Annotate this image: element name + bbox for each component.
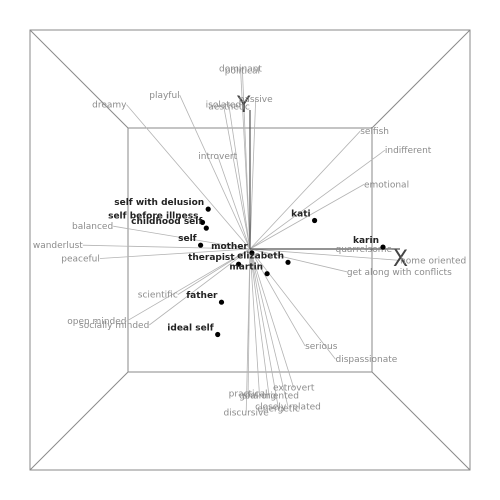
element-point-mother [249,250,255,256]
construct-ray-selfish [249,130,361,250]
construct-rays [82,68,401,413]
construct-label-home-oriented: home oriented [400,256,466,266]
element-label-kati: kati [291,210,310,220]
construct-ray-aesthetic [228,106,251,250]
construct-label-sharing: sharing [243,391,277,401]
frame-corner-bottom-left [29,371,129,471]
construct-label-serious: serious [305,342,338,352]
construct-ray-dispassionate [249,248,336,360]
construct-label-passive: passive [239,95,273,105]
construct-label-socially-minded: socially minded [79,321,149,331]
element-label-ideal-self: ideal self [167,324,213,334]
construct-label-practical: practical [229,389,268,399]
element-label-self-with-delusion: self with delusion [114,198,204,208]
y-axis-label: Y [236,93,251,118]
construct-label-aesthetic: aesthetic [208,103,250,113]
construct-ray-discursive [245,248,251,413]
construct-label-dispassionate: dispassionate [336,355,398,365]
element-point-self [198,242,204,248]
construct-ray-emotional [249,184,365,250]
construct-ray-dreamy [126,104,251,250]
construct-ray-isolated [223,104,251,250]
element-point-father [218,299,225,305]
construct-label-indifferent: indifferent [385,146,432,156]
construct-ray-socially-minded [149,248,251,326]
element-point-childhood-self [203,225,209,231]
construct-ray-political [242,70,251,250]
frame-corner-bottom-right [371,371,471,471]
construct-ray-scientific [177,248,251,295]
frame-corner-top-right [371,29,471,129]
frame-corner-top-left [29,29,129,129]
element-label-self: self [178,234,197,244]
construct-ray-introvert [217,155,251,250]
construct-label-isolated: isolated [206,101,242,111]
construct-label-scientific: scientific [138,291,178,301]
construct-ray-passive [249,98,257,250]
axes: X Y [236,93,408,272]
construct-ray-extrovert [249,248,295,388]
element-point-self-before-illness [199,219,206,225]
element-label-self-before-illness: self before illness [108,211,198,221]
construct-label-wanderlust: wanderlust [33,241,83,251]
construct-label-dominant: dominant [219,65,262,75]
construct-label-get-along-with-conflicts: get along with conflicts [347,268,452,278]
construct-ray-energetic [249,248,279,409]
element-label-elizabeth: elizabeth [237,251,284,261]
construct-label-quarrelsome: quarrelsome [336,245,393,255]
construct-label-balanced: balanced [72,222,113,232]
element-points: self with delusion self before illnesschi… [108,198,386,338]
construct-ray-peaceful [99,248,251,259]
element-point-kati [312,217,318,224]
element-point-karin [380,244,386,250]
construct-ray-open-minded [126,248,251,322]
element-point-therapist [236,261,242,267]
construct-label-political: political [225,66,260,76]
construct-ray-home-oriented [249,248,401,261]
construct-label-extrovert: extrovert [273,384,315,394]
construct-ray-sharing [249,248,260,396]
construct-label-open-minded: open minded [67,317,126,327]
construct-label-discursive: discursive [224,408,270,418]
element-point-ideal-self [215,331,221,338]
element-label-childhood-self: childhood self [131,217,202,227]
construct-label-introvert: introvert [198,152,237,162]
element-label-martin: martin [229,263,263,273]
element-point-self-with-delusion [205,206,211,212]
construct-ray-goal-oriented [249,248,270,396]
construct-ray-serious [249,248,306,347]
element-label-therapist: therapist [188,253,235,263]
construct-ray-balanced [113,225,251,250]
construct-label-energetic: energetic [257,405,300,415]
element-point-elizabeth [285,259,291,265]
element-label-karin: karin [353,236,379,246]
construct-label-selfish: selfish [360,127,389,137]
element-label-mother: mother [211,242,248,252]
x-axis-label: X [393,247,408,272]
construct-label-closely-related: closely related [255,403,321,413]
element-label-father: father [186,291,218,301]
construct-label-goal-oriented: goal oriented [239,391,299,401]
construct-ray-wanderlust [82,244,251,250]
element-point-martin [264,271,270,277]
construct-label-dreamy: dreamy [92,101,127,111]
construct-label-emotional: emotional [364,180,409,190]
construct-ray-playful [179,94,251,250]
construct-ray-closely-related [249,248,289,407]
construct-ray-get-along-with-conflicts [249,248,347,273]
construct-ray-indifferent [249,149,386,250]
construct-label-peaceful: peaceful [61,255,100,265]
outer-frame [29,29,471,471]
construct-label-playful: playful [149,91,179,101]
